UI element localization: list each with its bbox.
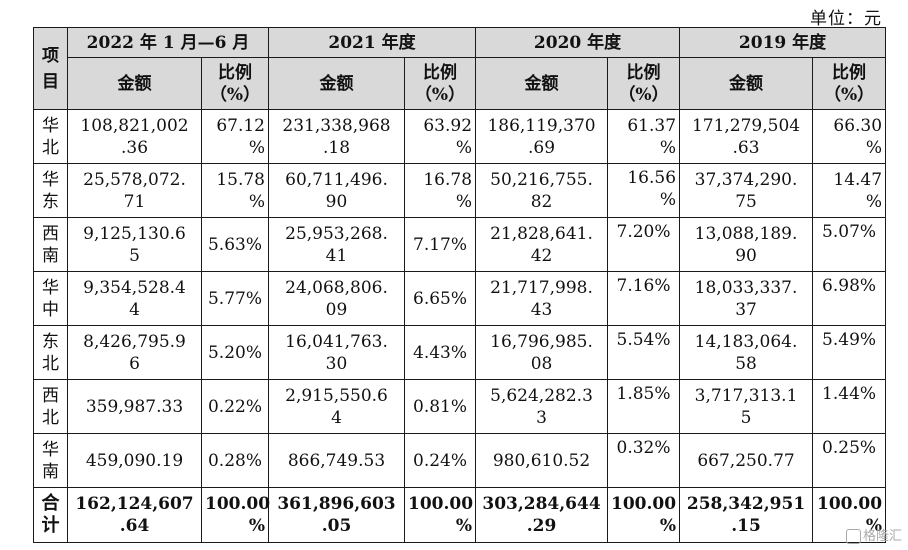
amount-cell: 108,821,002 .36 — [67, 109, 202, 164]
table-row: 西 南 9,125,130.6 5 5.63% 25,953,268. 41 7.17%… — [33, 217, 887, 272]
project-header: 项 目 — [33, 27, 68, 110]
amount-cell: 16,041,763. 30 — [268, 325, 405, 380]
ratio-cell: 5.63% — [201, 217, 269, 272]
region-label: 华 东 — [33, 163, 68, 218]
ratio-header: 比例 （%） — [812, 57, 887, 110]
ratio-cell: 67.12 % — [201, 109, 269, 164]
ratio-cell: 6.98% — [812, 271, 887, 326]
amount-cell: 2,915,550.6 4 — [268, 379, 405, 434]
amount-cell: 258,342,951 .15 — [679, 487, 814, 543]
ratio-cell: 61.37 % — [607, 109, 681, 164]
amount-cell: 50,216,755. 82 — [475, 163, 609, 218]
amount-cell: 303,284,644 .29 — [475, 487, 609, 543]
region-label: 东 北 — [33, 325, 68, 380]
ratio-cell: 66.30 % — [812, 109, 887, 164]
header-row-periods: 项 目 2022 年 1 月—6 月 2021 年度 2020 年度 2019 … — [33, 27, 887, 110]
header-row-columns: 金额 比例 （%） 金额 比例 （%） 金额 比例 （%） 金额 比例 （%） — [34, 57, 887, 110]
amount-cell: 186,119,370 .69 — [475, 109, 609, 164]
period-header-2022h1: 2022 年 1 月—6 月 — [67, 27, 269, 58]
table-row: 西 北 359,987.33 0.22% 2,915,550.6 4 0.81% 5,62… — [33, 379, 887, 434]
ratio-cell: 100.00 % — [403, 487, 477, 543]
total-row: 合 计 162,124,607 .64 100.00 % 361,896,603 .0… — [33, 487, 887, 543]
sales-by-region-table: 项 目 2022 年 1 月—6 月 2021 年度 2020 年度 2019 … — [33, 27, 887, 543]
ratio-cell: 4.43% — [403, 325, 477, 380]
amount-cell: 359,987.33 — [67, 379, 202, 434]
region-label: 西 南 — [33, 217, 68, 272]
table-row: 华 北 108,821,002 .36 67.12 % 231,338,968 .18… — [33, 109, 887, 164]
amount-header: 金额 — [475, 57, 609, 110]
amount-cell: 16,796,985. 08 — [475, 325, 609, 380]
ratio-cell: 1.85% — [607, 379, 681, 434]
amount-cell: 866,749.53 — [268, 433, 405, 488]
region-label: 西 北 — [33, 379, 68, 434]
ratio-cell: 6.65% — [403, 271, 477, 326]
ratio-header: 比例 （%） — [403, 57, 477, 110]
ratio-cell: 7.20% — [607, 217, 681, 272]
region-label: 华 北 — [33, 109, 68, 164]
amount-cell: 459,090.19 — [67, 433, 202, 488]
amount-cell: 37,374,290. 75 — [679, 163, 814, 218]
ratio-header: 比例 （%） — [607, 57, 681, 110]
amount-header: 金额 — [679, 57, 814, 110]
amount-cell: 980,610.52 — [475, 433, 609, 488]
watermark-logo-icon — [845, 529, 861, 544]
amount-cell: 25,578,072. 71 — [67, 163, 202, 218]
ratio-cell: 0.22% — [201, 379, 269, 434]
amount-cell: 21,717,998. 43 — [475, 271, 609, 326]
ratio-cell: 100.00 % — [201, 487, 270, 543]
amount-cell: 13,088,189. 90 — [679, 217, 814, 272]
amount-cell: 14,183,064. 58 — [679, 325, 814, 380]
table-row: 华 中 9,354,528.4 4 5.77% 24,068,806. 09 6.65%… — [33, 271, 887, 326]
amount-cell: 9,125,130.6 5 — [67, 217, 202, 272]
table-row: 华 东 25,578,072. 71 15.78 % 60,711,496. 90 16… — [33, 163, 887, 218]
amount-cell: 361,896,603 .05 — [268, 487, 405, 543]
table-row: 华 南 459,090.19 0.28% 866,749.53 0.24% 980,610… — [33, 433, 887, 488]
amount-header: 金额 — [268, 57, 405, 110]
amount-cell: 162,124,607 .64 — [67, 487, 202, 543]
ratio-cell: 5.77% — [201, 271, 269, 326]
ratio-cell: 0.25% — [812, 433, 887, 488]
amount-cell: 60,711,496. 90 — [268, 163, 405, 218]
amount-cell: 3,717,313.1 5 — [679, 379, 814, 434]
unit-label: 单位：元 — [810, 9, 882, 29]
table-row: 东 北 8,426,795.9 6 5.20% 16,041,763. 30 4.43%… — [33, 325, 887, 380]
ratio-cell: 7.16% — [607, 271, 681, 326]
ratio-cell: 0.32% — [607, 433, 681, 488]
region-label: 华 中 — [33, 271, 68, 326]
ratio-cell: 100.00 % — [607, 487, 681, 543]
amount-cell: 24,068,806. 09 — [268, 271, 405, 326]
ratio-cell: 5.54% — [607, 325, 681, 380]
amount-header: 金额 — [67, 57, 202, 110]
period-header-2019: 2019 年度 — [679, 27, 887, 58]
amount-cell: 18,033,337. 37 — [679, 271, 814, 326]
ratio-cell: 1.44% — [812, 379, 887, 434]
amount-cell: 21,828,641. 42 — [475, 217, 609, 272]
ratio-cell: 15.78 % — [201, 163, 269, 218]
ratio-cell: 0.28% — [201, 433, 269, 488]
region-label: 华 南 — [33, 433, 68, 488]
period-header-2021: 2021 年度 — [267, 27, 477, 58]
ratio-cell: 5.07% — [812, 217, 887, 272]
amount-cell: 9,354,528.4 4 — [67, 271, 202, 326]
ratio-cell: 100.00 % — [812, 487, 887, 543]
ratio-cell: 7.17% — [403, 217, 477, 272]
ratio-cell: 14.47 % — [812, 163, 887, 218]
ratio-cell: 5.20% — [201, 325, 269, 380]
ratio-cell: 63.92 % — [403, 109, 477, 164]
ratio-cell: 0.81% — [403, 379, 477, 434]
total-label: 合 计 — [33, 487, 68, 543]
amount-cell: 25,953,268. 41 — [268, 217, 405, 272]
ratio-header: 比例 （%） — [201, 57, 269, 110]
amount-cell: 231,338,968 .18 — [268, 109, 405, 164]
ratio-cell: 0.24% — [403, 433, 477, 488]
amount-cell: 667,250.77 — [679, 433, 814, 488]
amount-cell: 5,624,282.3 3 — [475, 379, 609, 434]
ratio-cell: 16.78 % — [403, 163, 477, 218]
ratio-cell: 5.49% — [812, 325, 887, 380]
amount-cell: 8,426,795.9 6 — [67, 325, 202, 380]
amount-cell: 171,279,504 .63 — [679, 109, 814, 164]
ratio-cell: 16.56 % — [607, 163, 681, 218]
period-header-2020: 2020 年度 — [475, 27, 681, 58]
watermark: 格隆汇 — [845, 525, 902, 544]
